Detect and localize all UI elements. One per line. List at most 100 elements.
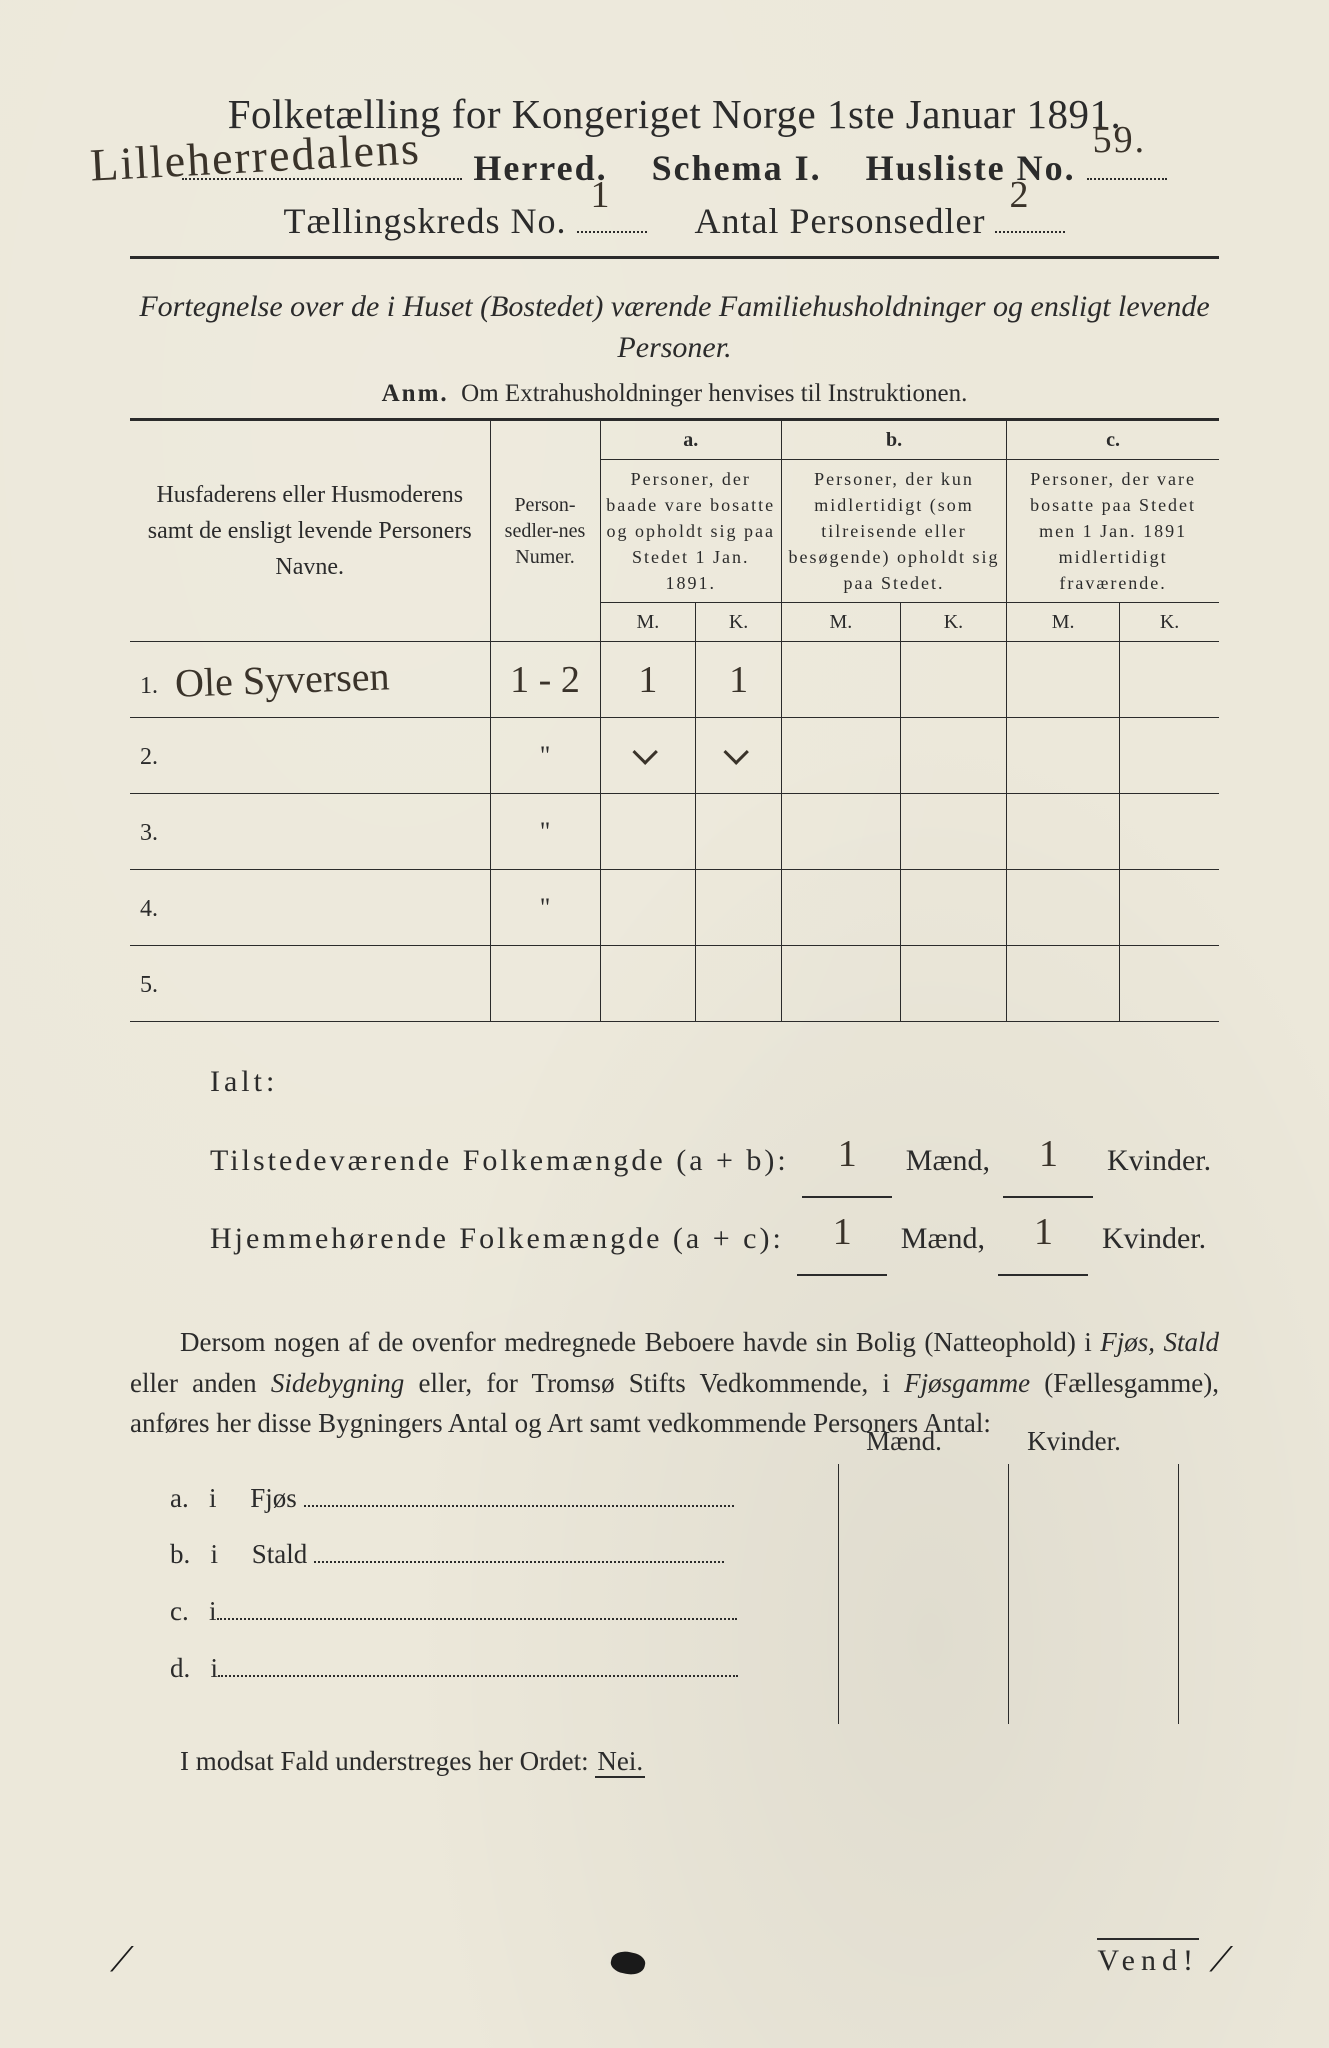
th-a-k: K. <box>696 603 782 642</box>
maend-label: Mænd, <box>906 1144 990 1177</box>
cell <box>1120 642 1219 718</box>
th-b-label: b. <box>781 421 1006 460</box>
cell <box>900 946 1006 1022</box>
cell <box>900 642 1006 718</box>
cell <box>1120 870 1219 946</box>
kreds-value: 1 <box>591 173 611 217</box>
th-b: Personer, der kun midlertidigt (som tilr… <box>781 460 1006 603</box>
cell: 1 <box>729 659 748 701</box>
row-sedler <box>490 946 600 1022</box>
checkmark-icon <box>723 739 748 764</box>
header-line-2: Lilleherredalens Herred. Schema I. Husli… <box>130 144 1219 189</box>
row-sedler: " <box>490 870 600 946</box>
cell <box>696 946 782 1022</box>
ialt-block: Ialt: Tilstedeværende Folkemængde (a + b… <box>130 1052 1219 1276</box>
ialt-l1-m: 1 <box>838 1133 857 1175</box>
antal-value: 2 <box>1009 173 1029 217</box>
kreds-field: 1 <box>577 197 647 233</box>
ialt-line-2: Hjemmehørende Folkemængde (a + c): 1 Mæn… <box>210 1198 1219 1276</box>
table-body: 1. Ole Syversen 1 - 2 1 1 2. " 3. " <box>130 642 1219 1022</box>
kvinder-head: Kvinder. <box>989 1426 1159 1457</box>
th-b-k: K. <box>900 603 1006 642</box>
table-row: 1. Ole Syversen 1 - 2 1 1 <box>130 642 1219 718</box>
th-c-label: c. <box>1007 421 1219 460</box>
cell <box>781 794 900 870</box>
checkmark-icon <box>632 739 657 764</box>
cell <box>781 718 900 794</box>
main-table: Husfaderens eller Husmoderens samt de en… <box>130 420 1219 1022</box>
modsat-line: I modsat Fald understreges her Ordet: Ne… <box>130 1746 1219 1777</box>
cell <box>1120 946 1219 1022</box>
anm-line: Anm. Om Extrahusholdninger henvises til … <box>130 380 1219 408</box>
th-name: Husfaderens eller Husmoderens samt de en… <box>130 421 490 642</box>
th-c-k: K. <box>1120 603 1219 642</box>
row-num: 5. <box>140 972 168 999</box>
th-c-m: M. <box>1007 603 1120 642</box>
table-row: 3. " <box>130 794 1219 870</box>
th-b-m: M. <box>781 603 900 642</box>
cell <box>1007 642 1120 718</box>
cell <box>900 870 1006 946</box>
mk-head: Mænd. Kvinder. <box>819 1426 1159 1457</box>
cell <box>900 718 1006 794</box>
th-a: Personer, der baade vare bosatte og opho… <box>600 460 781 603</box>
anm-text: Om Extrahusholdninger henvises til Instr… <box>461 380 967 407</box>
husliste-label: Husliste No. <box>866 148 1076 188</box>
th-a-m: M. <box>600 603 696 642</box>
ialt-l1-k: 1 <box>1039 1133 1058 1175</box>
maend-head: Mænd. <box>819 1426 989 1457</box>
header-rule <box>130 256 1219 259</box>
cell <box>696 718 782 794</box>
herred-field <box>182 144 462 180</box>
th-a-label: a. <box>600 421 781 460</box>
census-form-page: Folketælling for Kongeriget Norge 1ste J… <box>0 0 1329 2048</box>
antal-label: Antal Personsedler <box>695 201 986 241</box>
abcd-block: Mænd. Kvinder. a. i Fjøs b. i Stald c. i… <box>130 1470 1219 1697</box>
row-name: Ole Syversen <box>174 652 390 706</box>
corner-mark-right: ⟋ <box>1209 1942 1233 1980</box>
ialt-label: Ialt: <box>210 1052 1219 1112</box>
cell <box>600 870 696 946</box>
ialt-l2-m: 1 <box>833 1211 852 1253</box>
th-num: Person-sedler-nes Numer. <box>490 421 600 642</box>
corner-mark-left: ⟋ <box>110 1942 134 1980</box>
cell <box>900 794 1006 870</box>
cell <box>600 718 696 794</box>
cell <box>781 946 900 1022</box>
ialt-line-1: Tilstedeværende Folkemængde (a + b): 1 M… <box>210 1120 1219 1198</box>
header-line-3: Tællingskreds No. 1 Antal Personsedler 2 <box>130 197 1219 242</box>
mk-vlines <box>838 1464 1179 1724</box>
schema-label: Schema I. <box>652 148 822 188</box>
cell <box>1007 870 1120 946</box>
cell <box>1007 718 1120 794</box>
row-sedler: 1 - 2 <box>510 659 580 701</box>
row-num: 1. <box>140 673 168 700</box>
cell <box>1007 946 1120 1022</box>
cell <box>781 642 900 718</box>
cell <box>1120 794 1219 870</box>
anm-label: Anm. <box>382 380 449 407</box>
table-row: 2. " <box>130 718 1219 794</box>
cell <box>781 870 900 946</box>
herred-label: Herred. <box>473 148 607 188</box>
kvinder-label: Kvinder. <box>1102 1222 1206 1255</box>
cell <box>600 946 696 1022</box>
husliste-field: 59. <box>1087 144 1167 180</box>
row-sedler: " <box>490 794 600 870</box>
cell <box>600 794 696 870</box>
cell <box>696 794 782 870</box>
husliste-value: 59. <box>1093 118 1147 162</box>
row-sedler: " <box>490 718 600 794</box>
row-num: 4. <box>140 896 168 923</box>
kvinder-label: Kvinder. <box>1107 1144 1211 1177</box>
table-row: 5. <box>130 946 1219 1022</box>
antal-field: 2 <box>995 197 1065 233</box>
row-num: 3. <box>140 820 168 847</box>
maend-label: Mænd, <box>901 1222 985 1255</box>
vend-label: Vend! <box>1097 1938 1199 1978</box>
ink-blot-icon <box>609 1949 647 1978</box>
row-num: 2. <box>140 744 168 771</box>
nei-word: Nei. <box>595 1746 645 1778</box>
subtitle: Fortegnelse over de i Huset (Bostedet) v… <box>130 287 1219 368</box>
cell: 1 <box>638 659 657 701</box>
